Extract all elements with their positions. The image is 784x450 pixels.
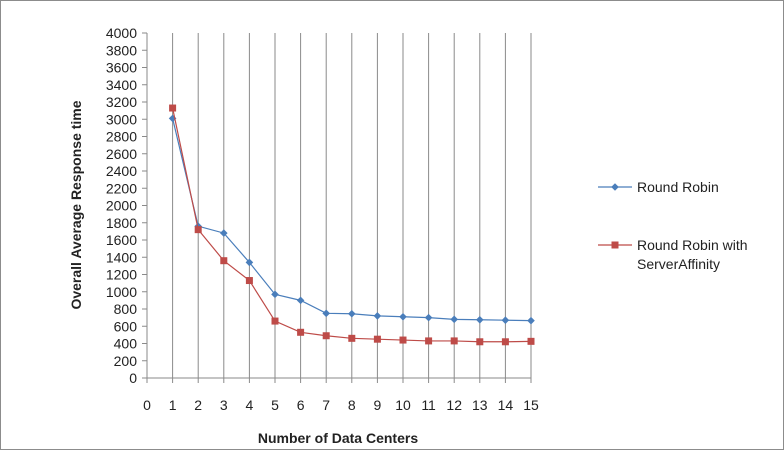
series-lines — [168, 104, 535, 346]
legend-label-round-robin-server-affinity: Round Robin with — [637, 237, 748, 253]
legend-label-round-robin: Round Robin — [637, 179, 719, 195]
x-tick-label: 10 — [395, 397, 411, 413]
data-point-round-robin — [450, 315, 458, 324]
x-tick-label: 4 — [246, 397, 254, 413]
x-tick-label: 12 — [446, 397, 462, 413]
x-tick-label: 7 — [322, 397, 330, 413]
data-point-round-robin — [245, 258, 254, 267]
y-tick-label: 2400 — [106, 163, 137, 179]
x-axis-title: Number of Data Centers — [258, 430, 418, 446]
data-point-round-robin-server-affinity — [373, 335, 381, 343]
y-tick-label: 1400 — [106, 249, 137, 265]
y-tick-label: 0 — [129, 370, 137, 386]
data-point-round-robin — [220, 229, 228, 237]
series-round-robin — [168, 114, 535, 325]
data-point-round-robin — [424, 313, 433, 322]
data-point-round-robin — [271, 290, 279, 299]
y-tick-label: 200 — [114, 353, 138, 369]
x-tick-label: 3 — [220, 397, 228, 413]
data-point-round-robin-server-affinity — [169, 104, 177, 112]
y-tick-label: 3600 — [106, 60, 137, 76]
y-tick-label: 4000 — [106, 25, 137, 41]
y-tick-label: 3000 — [106, 111, 137, 127]
x-tick-label: 6 — [297, 397, 305, 413]
y-tick-label: 1600 — [106, 232, 137, 248]
y-tick-label: 2800 — [106, 129, 137, 145]
data-point-round-robin-server-affinity — [450, 337, 458, 345]
x-tick-labels: 0 1 2 3 4 5 6 7 8 9 10 11 12 13 14 15 — [143, 397, 539, 413]
data-point-round-robin-server-affinity — [297, 328, 305, 336]
data-point-round-robin — [527, 316, 535, 325]
data-point-round-robin-server-affinity — [245, 277, 253, 285]
y-tick-label: 2000 — [106, 198, 137, 214]
data-point-round-robin — [322, 309, 330, 318]
data-point-round-robin-server-affinity — [194, 226, 202, 234]
data-point-round-robin-server-affinity — [425, 337, 433, 345]
y-tick-label: 1800 — [106, 215, 137, 231]
y-axis-title: Overall Average Response time — [68, 100, 84, 309]
y-tick-label: 400 — [114, 336, 138, 352]
data-point-round-robin — [476, 315, 484, 324]
x-tick-label: 0 — [143, 397, 151, 413]
data-point-round-robin-server-affinity — [271, 317, 279, 325]
x-tick-label: 9 — [374, 397, 382, 413]
x-tick-label: 1 — [169, 397, 177, 413]
axes — [142, 32, 532, 383]
legend-marker-round-robin — [611, 183, 619, 191]
data-point-round-robin-server-affinity — [220, 257, 228, 265]
data-point-round-robin-server-affinity — [399, 336, 407, 344]
x-tick-label: 11 — [421, 397, 436, 413]
data-point-round-robin — [296, 296, 305, 305]
x-tick-label: 15 — [523, 397, 539, 413]
y-tick-label: 3400 — [106, 77, 137, 93]
data-point-round-robin — [399, 312, 407, 321]
legend-item-round-robin-server-affinity: Round Robin with ServerAffinity — [598, 237, 748, 272]
legend: Round Robin Round Robin with ServerAffinit… — [598, 179, 748, 272]
series-round-robin-server-affinity — [169, 104, 535, 346]
x-tick-label: 5 — [271, 397, 279, 413]
y-tick-label: 800 — [114, 301, 138, 317]
y-tick-label: 1000 — [106, 284, 137, 300]
y-tick-label: 3800 — [106, 42, 137, 58]
data-point-round-robin-server-affinity — [348, 334, 356, 342]
data-point-round-robin-server-affinity — [322, 332, 330, 340]
y-tick-label: 2200 — [106, 180, 137, 196]
data-point-round-robin-server-affinity — [476, 338, 484, 346]
x-tick-label: 2 — [194, 397, 202, 413]
data-point-round-robin — [501, 316, 510, 325]
data-point-round-robin — [373, 312, 382, 320]
x-tick-label: 8 — [348, 397, 356, 413]
data-point-round-robin-server-affinity — [501, 338, 509, 346]
data-point-round-robin — [348, 309, 356, 318]
legend-marker-round-robin-server-affinity — [611, 241, 619, 249]
y-tick-label: 3200 — [106, 94, 137, 110]
data-point-round-robin-server-affinity — [527, 337, 535, 345]
x-tick-label: 14 — [498, 397, 514, 413]
grid-lines — [172, 33, 532, 378]
y-tick-label: 600 — [114, 318, 138, 334]
y-tick-label: 1200 — [106, 267, 137, 283]
x-tick-label: 13 — [472, 397, 488, 413]
legend-label-round-robin-server-affinity: ServerAffinity — [637, 256, 720, 272]
y-tick-label: 2600 — [106, 146, 137, 162]
legend-item-round-robin: Round Robin — [598, 179, 719, 195]
